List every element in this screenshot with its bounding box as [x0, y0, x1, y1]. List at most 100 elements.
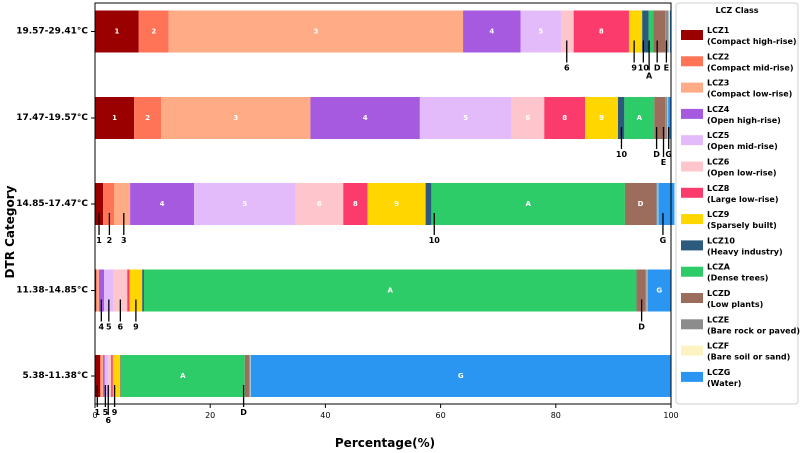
- bar-segment-lcza: [648, 10, 654, 53]
- bar-segment-lcze: [665, 10, 669, 53]
- bar-segment-lcz2: [103, 183, 115, 225]
- bar-segment-lcz10: [120, 355, 121, 397]
- callout-label: G: [660, 236, 667, 245]
- legend-swatch: [681, 319, 703, 330]
- x-tick-label: 100: [663, 411, 678, 420]
- bar-segment-lczf: [667, 97, 669, 139]
- legend-code: LCZE: [707, 315, 729, 324]
- legend-item-lczf: LCZF (Bare soil or sand): [681, 342, 790, 362]
- segment-label: G: [458, 372, 464, 380]
- callout-label: 9: [112, 408, 118, 417]
- legend-name: (Low plants): [707, 300, 763, 309]
- segment-label: 3: [233, 114, 238, 122]
- segment-label: 4: [160, 200, 165, 208]
- bar-segment-lcz3: [114, 183, 131, 225]
- legend-name: (Sparsely built): [707, 221, 777, 230]
- legend-item-lcz6: LCZ6 (Open low-rise): [681, 158, 777, 178]
- bar-segment-lcz8: [127, 269, 130, 312]
- bar-segment-lcz5: [104, 269, 114, 312]
- legend-swatch: [681, 293, 703, 303]
- callout-label: A: [646, 72, 653, 81]
- callout-label: 6: [118, 323, 124, 332]
- x-tick-label: 20: [205, 411, 215, 420]
- legend-code: LCZ1: [707, 26, 730, 35]
- callout-label: E: [661, 158, 666, 167]
- legend-code: LCZ6: [707, 158, 730, 167]
- bar-segment-lcz8: [544, 97, 586, 139]
- legend-name: (Compact high-rise): [707, 37, 797, 46]
- segment-label: D: [638, 200, 644, 208]
- legend-swatch: [681, 135, 703, 146]
- legend-swatch: [681, 108, 703, 119]
- legend-swatch: [681, 30, 703, 40]
- legend-swatch: [681, 82, 703, 93]
- bar-segment-lcz1: [95, 183, 104, 225]
- bar-segment-lcz1: [95, 10, 139, 53]
- bar-segment-lczg: [647, 269, 671, 312]
- callout-label: 6: [564, 64, 570, 73]
- callout-label: 1: [96, 236, 102, 245]
- bar-segment-lcz10: [642, 10, 649, 53]
- y-tick-labels: 19.57-29.41°C 17.47-19.57°C 14.85-17.47°C 1…: [16, 27, 95, 381]
- y-axis-label: DTR Category: [3, 185, 17, 278]
- bar-segment-lcz10: [142, 269, 144, 312]
- bar-segment-lczf: [249, 355, 251, 397]
- bar-segment-lcz6: [295, 183, 344, 225]
- segment-label: 2: [151, 28, 156, 36]
- legend-code: LCZD: [707, 289, 731, 298]
- segment-label: 6: [317, 200, 322, 208]
- bar-segment-lczg: [658, 183, 675, 225]
- legend-item-lcz5: LCZ5 (Open mid-rise): [681, 131, 778, 151]
- bar-segment-lcz5: [104, 355, 109, 397]
- legend-swatch: [681, 240, 703, 251]
- legend-code: LCZ5: [707, 131, 730, 140]
- legend-item-lcza: LCZA (Dense trees): [681, 263, 768, 283]
- bar-row-3: A G 4 5 6 9 D: [95, 269, 671, 332]
- bar-segment-lczd: [636, 269, 646, 312]
- callout-label: 9: [631, 64, 637, 73]
- bar-segment-lcz6: [113, 269, 128, 312]
- bar-segment-lcz1: [95, 269, 97, 312]
- legend-name: (Large low-rise): [707, 195, 779, 204]
- bar-segment-lczf: [646, 269, 648, 312]
- bar-segment-lcz10: [425, 183, 432, 225]
- segment-label: 1: [114, 28, 119, 36]
- segment-label: 4: [363, 114, 368, 122]
- callout-label: 10: [429, 236, 441, 245]
- x-tick-labels: 0 20 40 60 80 100: [92, 404, 679, 420]
- legend-code: LCZG: [707, 368, 730, 377]
- y-tick-label: 19.57-29.41°C: [16, 27, 88, 37]
- legend: LCZ Class LCZ1 (Compact high-rise) LCZ2 (Co…: [675, 2, 800, 405]
- bar-segment-lcz1: [95, 355, 101, 397]
- bar-segment-lcz2: [96, 269, 98, 312]
- segment-label: 8: [599, 28, 604, 36]
- legend-items: LCZ1 (Compact high-rise) LCZ2 (Compact mid-…: [681, 26, 800, 388]
- legend-name: (Heavy industry): [707, 247, 783, 256]
- bar-segment-lcz3: [97, 269, 100, 312]
- legend-item-lcze: LCZE (Bare rock or paved): [681, 315, 800, 335]
- x-tick-label: 0: [92, 411, 97, 420]
- callout-label: D: [240, 408, 247, 417]
- legend-swatch: [681, 56, 703, 67]
- segment-label: 5: [463, 114, 468, 122]
- bar-row-4: A G 1 569 D: [95, 355, 671, 425]
- bar-segment-lcz3: [168, 10, 464, 53]
- bar-segment-lcz6: [511, 97, 545, 139]
- bar-segment-lcz2: [138, 10, 169, 53]
- bar-segment-lcz3: [161, 97, 311, 139]
- segment-label: A: [387, 287, 393, 295]
- legend-item-lcz9: LCZ9 (Sparsely built): [681, 210, 777, 230]
- legend-name: (Open mid-rise): [707, 142, 778, 151]
- y-tick-label: 17.47-19.57°C: [16, 113, 88, 123]
- segment-label: 8: [353, 200, 358, 208]
- segment-label: 9: [394, 200, 399, 208]
- callout-label: 4: [99, 323, 105, 332]
- legend-name: (Open low-rise): [707, 169, 777, 178]
- callout-label: D: [654, 64, 661, 73]
- legend-name: (Bare soil or sand): [707, 353, 790, 362]
- y-tick-label: 14.85-17.47°C: [16, 199, 88, 209]
- legend-code: LCZF: [707, 342, 729, 351]
